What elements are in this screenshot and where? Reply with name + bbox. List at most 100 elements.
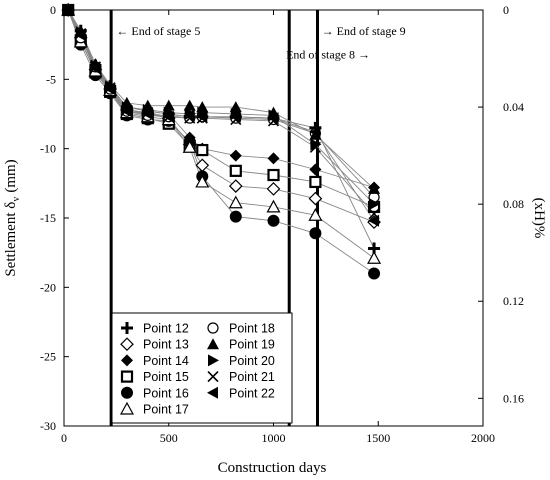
data-point [196, 143, 209, 157]
legend-marker [207, 322, 219, 334]
stage-annotation: ← End of stage 5 [116, 24, 200, 38]
data-point [309, 227, 322, 240]
data-point [267, 112, 279, 125]
legend-label: Point 16 [143, 386, 189, 400]
data-point [309, 163, 322, 176]
data-point [267, 152, 280, 165]
data-point [62, 4, 74, 16]
legend-label: Point 14 [143, 354, 189, 368]
legend-label: Point 19 [229, 338, 275, 352]
y2-tick-label: 0.16 [503, 391, 524, 405]
y-tick-label: -5 [46, 72, 56, 86]
series-line [67, 9, 375, 249]
legend-label: Point 21 [229, 370, 275, 384]
x-tick-label: 1500 [366, 431, 390, 445]
data-point [367, 250, 382, 264]
data-point [369, 198, 381, 211]
data-point [183, 99, 196, 111]
legend-marker [121, 322, 133, 334]
data-point [228, 195, 243, 209]
data-point [368, 214, 380, 227]
annotations: ← End of stage 5 End of stage 8 → → End of… [116, 24, 405, 62]
legend-label: Point 20 [229, 354, 275, 368]
data-point [228, 179, 243, 193]
legend-box [111, 312, 293, 424]
data-point [182, 140, 197, 153]
series-line [67, 9, 375, 222]
data-point [229, 110, 241, 123]
legend-label: Point 22 [229, 386, 275, 400]
axes: 0 500 1000 1500 2000 0 -5 -10 -15 -20 -25 -30 0 0.04 0… [40, 3, 524, 445]
legend-entry: Point 20 [208, 354, 275, 368]
y-tick-label: -15 [40, 211, 56, 225]
data-point [120, 105, 132, 118]
series-line [67, 9, 375, 223]
data-point [183, 109, 195, 122]
legend-marker [121, 386, 133, 399]
legend-marker [121, 354, 133, 367]
data-point [74, 28, 86, 41]
stage-annotation: End of stage 8 → [286, 48, 370, 62]
series-line [67, 9, 375, 215]
legend-entry: Point 15 [120, 370, 189, 384]
x-axis-label: Construction days [218, 460, 327, 476]
data-point [309, 126, 321, 139]
legend-label: Point 15 [143, 370, 189, 384]
data-point [368, 182, 381, 194]
data-point [308, 191, 323, 206]
data-point [229, 149, 242, 162]
data-point [266, 182, 281, 196]
x-tick-label: 2000 [471, 431, 495, 445]
legend-label: Point 12 [143, 322, 189, 336]
legend-marker [207, 386, 218, 399]
y2-tick-label: 0.04 [503, 100, 524, 114]
x-tick-label: 500 [160, 431, 178, 445]
legend-entry: Point 17 [119, 401, 189, 417]
y2-tick-label: 0.08 [503, 197, 524, 211]
y-tick-label: -20 [40, 280, 56, 294]
legend-label: Point 13 [143, 338, 189, 352]
legend-marker [207, 371, 219, 383]
legend-entry: Point 13 [120, 337, 189, 352]
legend-marker [119, 401, 135, 415]
stage-annotation: → End of stage 9 [322, 24, 406, 38]
legend-entry: Point 14 [121, 354, 189, 368]
legend-entry: Point 19 [207, 338, 275, 352]
y-axis-label-main: Settlement δ [3, 202, 19, 277]
x-tick-label: 0 [61, 431, 67, 445]
legend-entry: Point 18 [207, 322, 275, 336]
y2-tick-label: 0 [503, 3, 509, 17]
y-axis-label: Settlement δv (mm) [3, 159, 22, 276]
data-point [89, 62, 101, 75]
data-point [309, 141, 321, 153]
y-axis-label-subscript: v [11, 197, 22, 202]
data-point [267, 214, 280, 227]
y-tick-label: -10 [40, 142, 56, 156]
y-axis-label-unit: (mm) [3, 159, 19, 192]
legend-marker [120, 370, 134, 383]
data-point [368, 267, 381, 280]
x-tick-label: 1000 [262, 431, 286, 445]
y-tick-label: -25 [40, 350, 56, 364]
axis-labels: Construction days Settlement δv (mm) (xH)… [3, 159, 547, 476]
y-tick-label: -30 [40, 419, 56, 433]
legend-label: Point 17 [143, 403, 189, 417]
data-point [309, 175, 322, 189]
legend-label: Point 18 [229, 322, 275, 336]
legend: Point 12 Point 13 Point 14 Point 15 Point 16… [111, 312, 293, 424]
legend-marker [120, 337, 134, 352]
series-line [67, 9, 375, 198]
data-point [310, 138, 322, 151]
data-point [229, 210, 242, 223]
legend-entry: Point 22 [207, 386, 275, 400]
data-point [229, 164, 242, 177]
legend-marker [207, 338, 219, 350]
data-point [308, 207, 323, 221]
legend-entry: Point 16 [121, 386, 189, 400]
data-point [195, 174, 210, 188]
legend-entry: Point 12 [121, 322, 189, 336]
data-point [104, 83, 116, 96]
legend-marker [208, 354, 219, 367]
y-tick-label: 0 [50, 3, 56, 17]
